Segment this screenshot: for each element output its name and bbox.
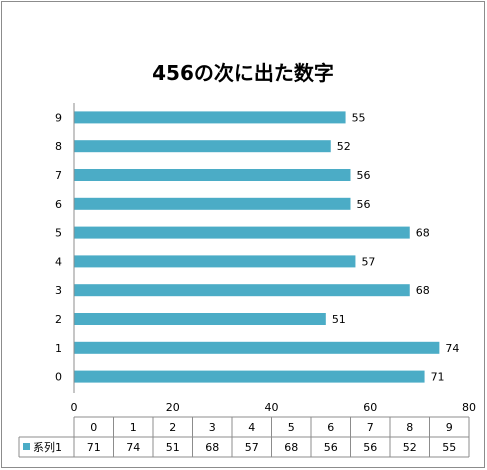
y-tick-label-9: 9 [55,111,62,124]
data-label-5: 68 [416,227,430,240]
bar-4 [74,255,356,268]
table-header-0: 0 [90,421,97,434]
table-value-0: 71 [87,441,101,454]
y-tick-label-0: 0 [55,371,62,384]
table-value-2: 51 [166,441,180,454]
y-tick-label-5: 5 [55,227,62,240]
bars-layer: 71 74 51 68 57 68 56 56 52 55 [74,111,459,384]
x-tick-label-0: 0 [71,401,78,414]
x-tick-label-60: 60 [363,401,377,414]
table-value-1: 74 [126,441,140,454]
y-tick-label-1: 1 [55,342,62,355]
chart-title: 456の次に出た数字 [152,61,334,85]
data-label-0: 71 [431,371,445,384]
y-tick-label-2: 2 [55,313,62,326]
legend-series-name: 系列1 [33,440,62,454]
data-label-3: 68 [416,284,430,297]
bar-3 [74,284,410,297]
table-header-7: 7 [367,421,374,434]
table-header-1: 1 [130,421,137,434]
data-label-7: 56 [357,169,371,182]
table-value-5: 68 [284,441,298,454]
table-value-8: 52 [403,441,417,454]
bar-1 [74,341,440,354]
table-header-6: 6 [327,421,334,434]
bar-6 [74,197,351,210]
data-label-4: 57 [361,255,375,268]
table-header-5: 5 [288,421,295,434]
table-value-9: 55 [442,441,456,454]
table-value-7: 56 [363,441,377,454]
y-tick-label-7: 7 [55,169,62,182]
table-header-3: 3 [209,421,216,434]
bar-5 [74,226,410,239]
table-header-2: 2 [169,421,176,434]
data-label-6: 56 [357,198,371,211]
table-value-6: 56 [324,441,338,454]
bar-8 [74,140,331,153]
data-label-2: 51 [332,313,346,326]
y-tick-label-4: 4 [55,255,62,268]
data-label-1: 74 [445,342,459,355]
table-header-8: 8 [406,421,413,434]
y-tick-label-6: 6 [55,198,62,211]
x-tick-label-80: 80 [462,401,476,414]
y-tick-label-3: 3 [55,284,62,297]
table-header-9: 9 [446,421,453,434]
table-header-4: 4 [248,421,255,434]
table-value-4: 57 [245,441,259,454]
data-label-8: 52 [337,140,351,153]
x-tick-label-20: 20 [166,401,180,414]
bar-7 [74,169,351,181]
x-tick-label-40: 40 [265,401,279,414]
bar-2 [74,313,326,325]
bar-0 [74,370,425,383]
data-label-9: 55 [352,111,366,124]
table-value-3: 68 [205,441,219,454]
bar-9 [74,111,346,124]
legend-key [23,443,30,450]
y-tick-label-8: 8 [55,140,62,153]
